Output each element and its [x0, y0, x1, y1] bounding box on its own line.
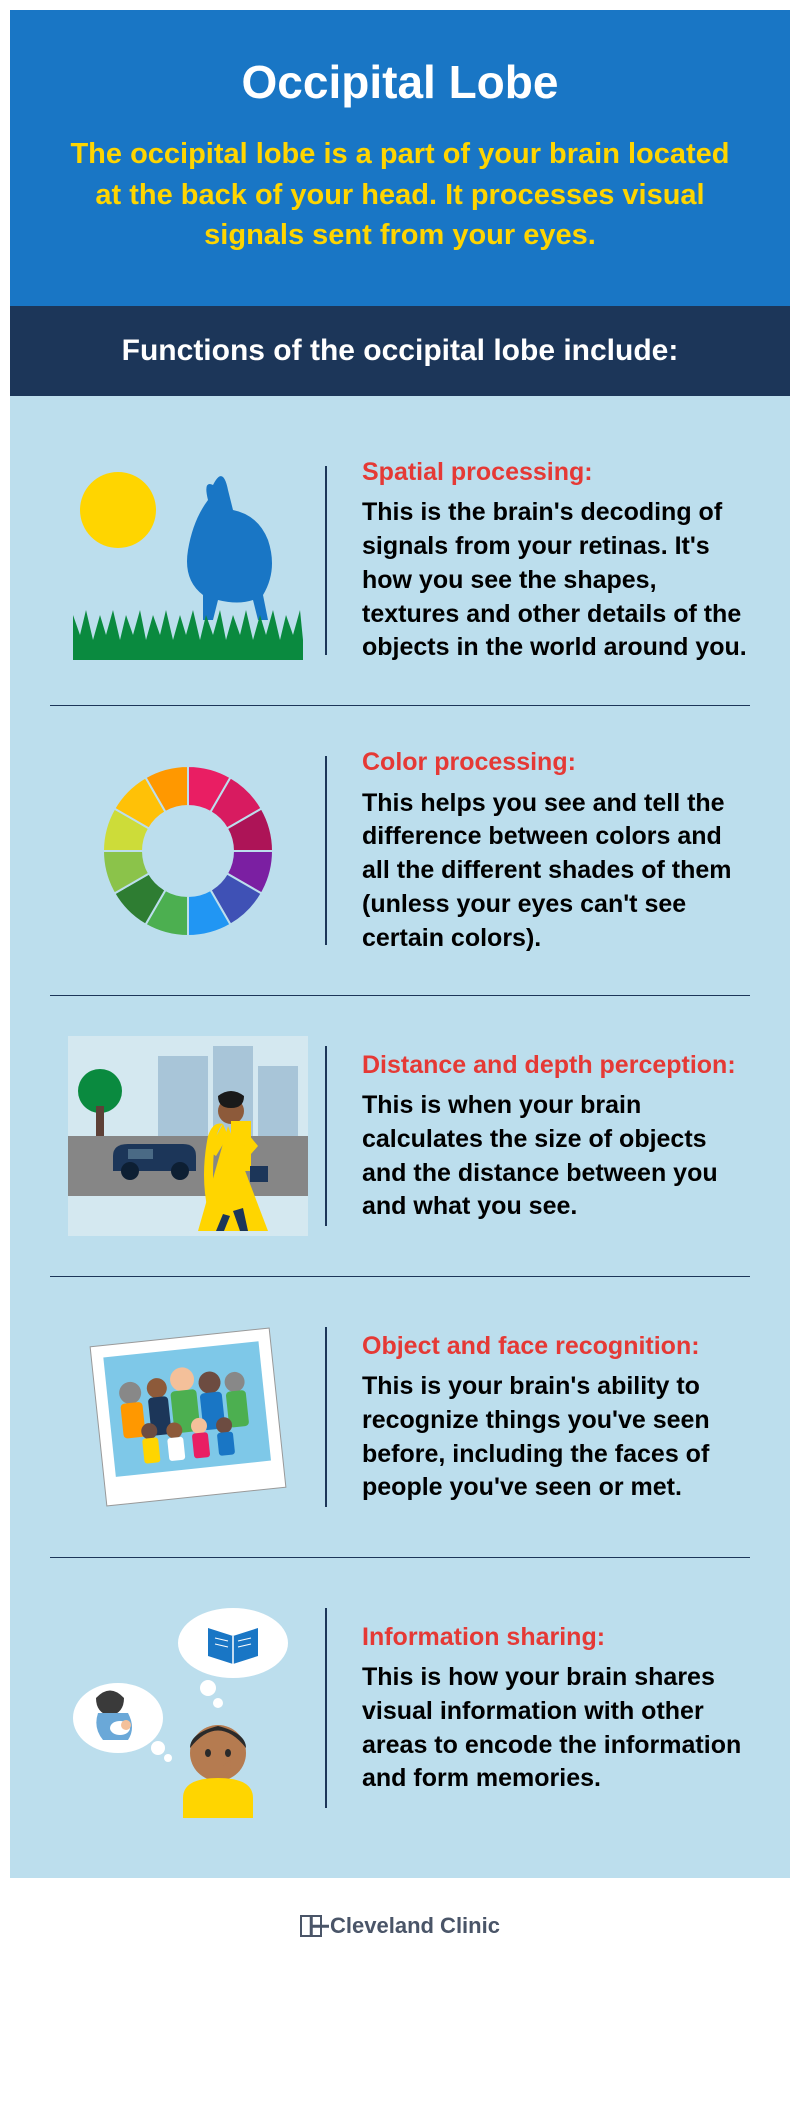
item-title: Distance and depth perception:: [362, 1049, 750, 1082]
item-title: Spatial processing:: [362, 456, 750, 489]
recognition-icon: [50, 1317, 325, 1517]
item-title: Object and face recognition:: [362, 1330, 750, 1363]
function-item: Color processing: This helps you see and…: [50, 706, 750, 996]
brand-name: Cleveland Clinic: [330, 1913, 500, 1939]
brand-logo: Cleveland Clinic: [300, 1913, 500, 1939]
item-desc: This is when your brain calculates the s…: [362, 1089, 750, 1224]
logo-icon: [300, 1915, 322, 1937]
item-desc: This is the brain's decoding of signals …: [362, 496, 750, 665]
item-title: Information sharing:: [362, 1621, 750, 1654]
content-area: Spatial processing: This is the brain's …: [10, 396, 790, 1879]
header: Occipital Lobe The occipital lobe is a p…: [10, 10, 790, 306]
info-sharing-icon: [50, 1598, 325, 1818]
page-subtitle: The occipital lobe is a part of your bra…: [70, 134, 730, 256]
item-desc: This helps you see and tell the differen…: [362, 787, 750, 956]
item-desc: This is your brain's ability to recogniz…: [362, 1370, 750, 1505]
function-item: Spatial processing: This is the brain's …: [50, 426, 750, 706]
footer: Cleveland Clinic: [10, 1878, 790, 1977]
function-item: Object and face recognition: This is you…: [50, 1277, 750, 1558]
functions-heading: Functions of the occipital lobe include:: [10, 306, 790, 396]
item-desc: This is how your brain shares visual inf…: [362, 1661, 750, 1796]
page-title: Occipital Lobe: [70, 55, 730, 109]
distance-icon: [50, 1036, 325, 1236]
item-title: Color processing:: [362, 746, 750, 779]
function-item: Information sharing: This is how your br…: [50, 1558, 750, 1838]
color-wheel-icon: [50, 751, 325, 951]
function-item: Distance and depth perception: This is w…: [50, 996, 750, 1277]
spatial-icon: [50, 460, 325, 660]
